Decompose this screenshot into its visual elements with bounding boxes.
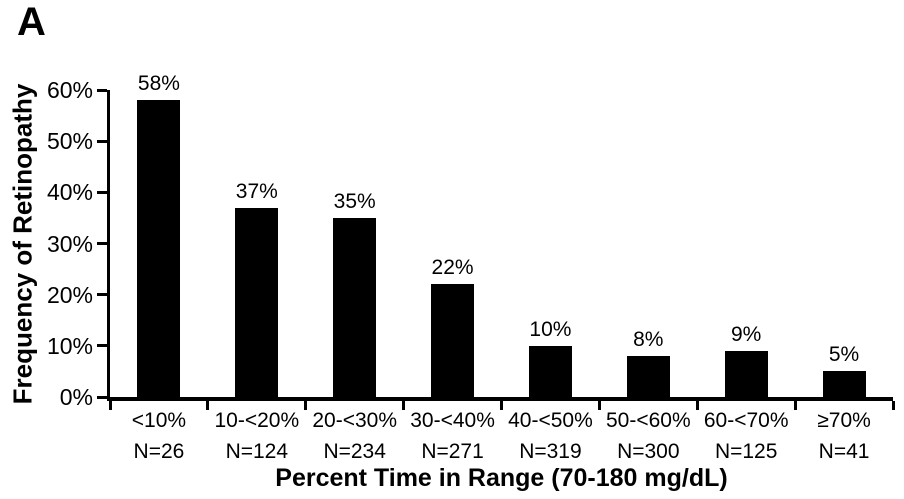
n-count-label: N=271 (421, 440, 484, 463)
bar-value-label: 35% (333, 189, 376, 213)
bar (626, 356, 670, 397)
panel-label: A (17, 0, 46, 44)
n-count-label: N=125 (714, 440, 778, 463)
x-category-label: 40-<50% (508, 409, 593, 432)
x-axis-tick (695, 401, 699, 410)
y-axis-tick (97, 344, 107, 348)
y-axis-tick (97, 242, 107, 245)
bar-value-label: 22% (431, 256, 474, 280)
plot-area: Percent Time in Range (70-180 mg/dL) 0% 1… (47, 73, 895, 492)
bar (822, 371, 866, 397)
bar (333, 217, 377, 397)
y-tick-label: 50% (46, 128, 93, 155)
bar-value-label: 5% (828, 343, 860, 367)
n-count-label: N=26 (133, 440, 185, 463)
x-axis-tick (891, 401, 895, 410)
x-category-label: 60-<70% (703, 409, 789, 432)
y-tick-label: 40% (46, 179, 93, 206)
x-category-label: 30-<40% (410, 409, 495, 432)
bar-value-label: 8% (633, 328, 664, 352)
bar (724, 350, 768, 397)
y-tick-label: 10% (46, 332, 93, 359)
n-count-label: N=300 (617, 440, 680, 463)
x-category-label: 20-<30% (312, 409, 398, 432)
y-axis-tick (97, 190, 107, 194)
x-axis-tick (206, 401, 210, 410)
bar-value-label: 37% (235, 179, 278, 203)
x-axis-tick (597, 401, 601, 410)
x-axis-tick (793, 401, 797, 410)
n-count-label: N=124 (225, 440, 289, 463)
bar (137, 100, 181, 397)
y-axis-tick (97, 88, 107, 92)
y-axis-tick (97, 293, 107, 297)
x-category-label: 10-<20% (214, 409, 300, 432)
bar-value-label: 10% (529, 317, 572, 341)
x-axis-title: Percent Time in Range (70-180 mg/dL) (275, 464, 728, 492)
x-axis-tick (304, 401, 308, 410)
bar-value-label: 9% (731, 322, 762, 346)
y-tick-label: 20% (46, 281, 93, 308)
y-axis-tick (97, 139, 107, 143)
x-axis-tick (500, 401, 503, 410)
bar-value-label: 58% (137, 72, 180, 96)
y-tick-label: 0% (59, 384, 93, 410)
bar (431, 284, 475, 397)
x-category-label: 50-<60% (605, 409, 691, 432)
bar (528, 345, 572, 397)
x-axis-tick (108, 401, 112, 410)
x-category-label: <10% (131, 409, 187, 432)
y-tick-label: 60% (46, 77, 93, 103)
bar (235, 207, 279, 397)
n-count-label: N=319 (519, 440, 582, 463)
y-axis-tick (97, 395, 107, 399)
x-axis-tick (402, 401, 406, 410)
y-tick-label: 30% (46, 230, 93, 257)
x-category-label: ≥70% (817, 409, 871, 432)
n-count-label: N=41 (818, 440, 870, 463)
n-count-label: N=234 (323, 440, 386, 463)
